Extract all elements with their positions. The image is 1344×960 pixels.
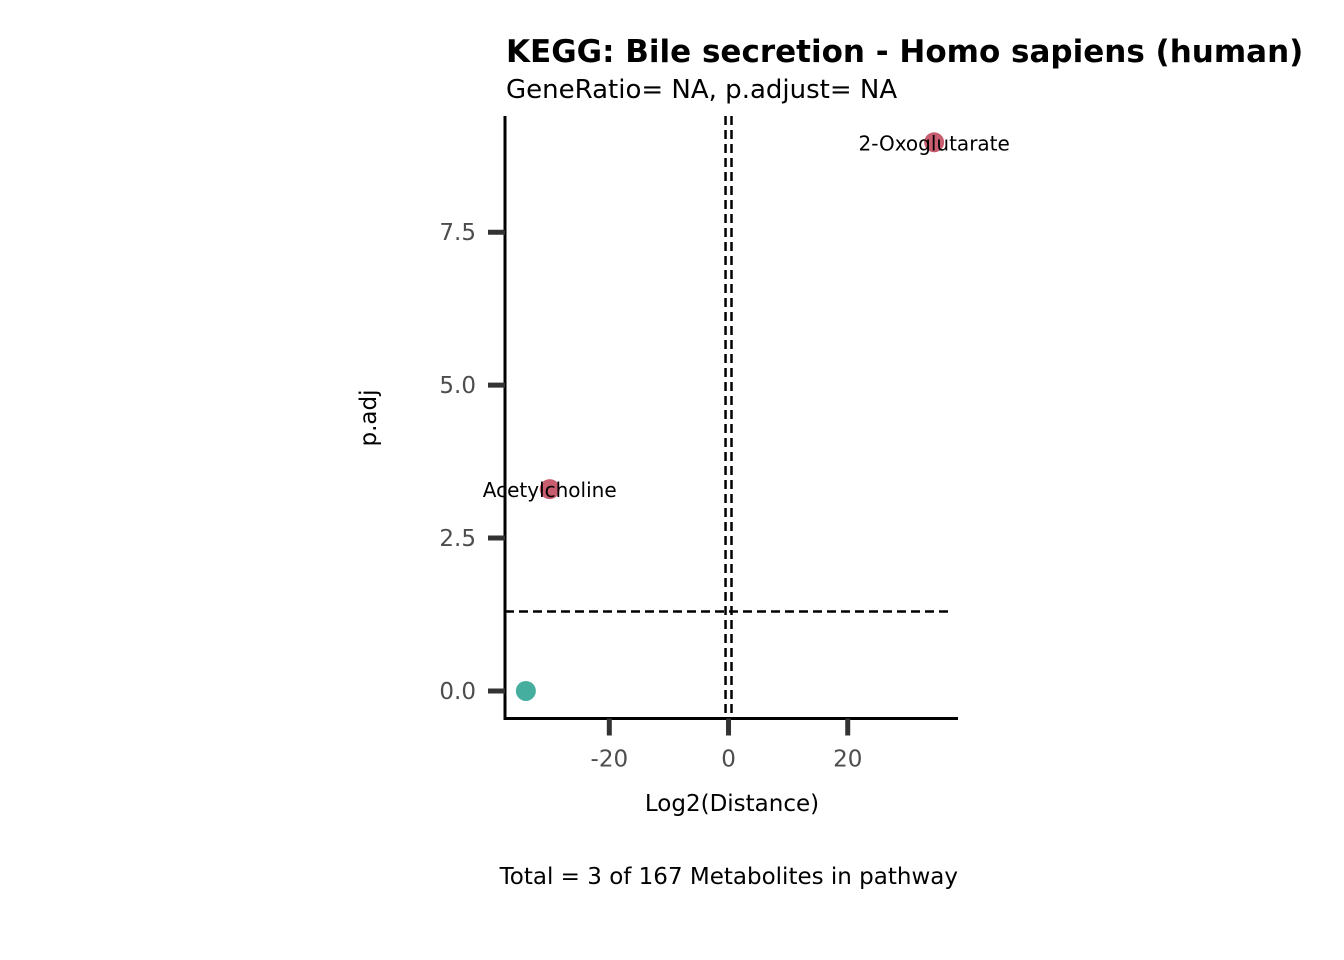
x-tick-label: 20 (833, 747, 862, 773)
y-axis-title: p.adj (356, 390, 382, 447)
chart-title: KEGG: Bile secretion - Homo sapiens (hum… (506, 34, 1303, 70)
chart-subtitle: GeneRatio= NA, p.adjust= NA (506, 75, 897, 105)
y-tick-label: 7.5 (439, 220, 476, 246)
point-labels: 2-Oxoglutarate Acetylcholine (483, 131, 1010, 502)
y-tick-label: 0.0 (439, 679, 476, 705)
data-points (515, 132, 945, 701)
data-point (924, 132, 945, 153)
chart-caption: Total = 3 of 167 Metabolites in pathway (499, 864, 958, 890)
x-tick-label: -20 (591, 747, 629, 773)
y-tick-label: 2.5 (439, 526, 476, 552)
point-label: Acetylcholine (483, 478, 617, 502)
y-ticks: 0.0 2.5 5.0 7.5 (439, 220, 505, 705)
data-point (539, 479, 560, 500)
x-ticks: -20 0 20 (591, 718, 862, 773)
y-tick-label: 5.0 (439, 373, 476, 399)
x-tick-label: 0 (721, 747, 736, 773)
data-point (515, 680, 536, 701)
reference-lines (505, 116, 950, 719)
x-axis-title: Log2(Distance) (645, 791, 819, 817)
point-label: 2-Oxoglutarate (858, 131, 1009, 155)
